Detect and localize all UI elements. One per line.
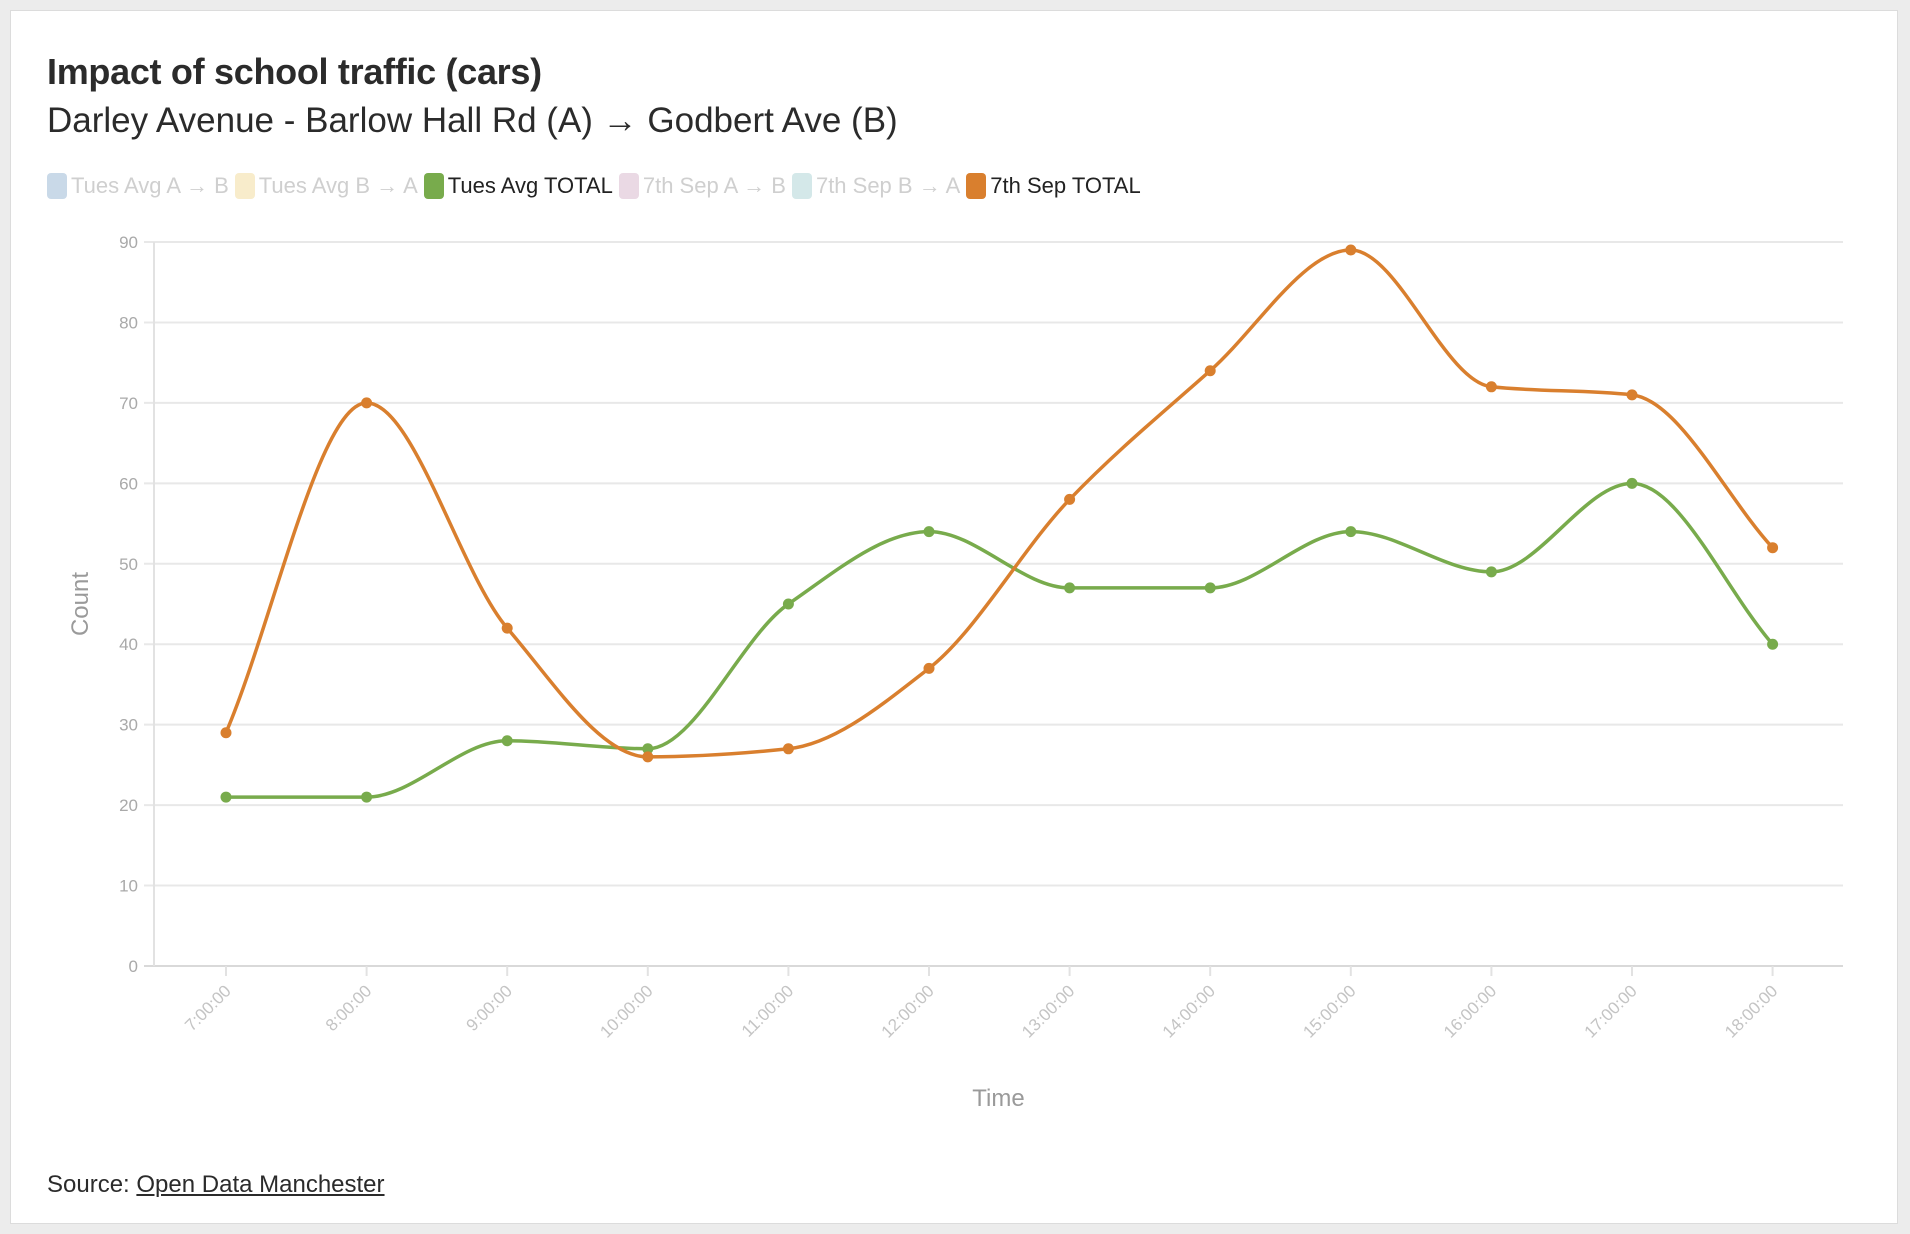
legend-item[interactable]: 7th Sep A → B [618,173,786,199]
series-line [226,481,1774,799]
y-tick-label: 80 [119,313,138,332]
x-axis-title: Time [972,1085,1024,1112]
y-axis-title: Count [67,572,94,636]
data-point [1204,365,1216,377]
data-point [220,791,232,803]
chart-title: Impact of school traffic (cars) [47,51,542,92]
x-tick-label: 14:00:00 [1159,981,1219,1041]
data-point [782,743,794,755]
data-point [1485,566,1497,578]
data-point [361,791,373,803]
legend-item[interactable]: 7th Sep TOTAL [966,173,1141,199]
data-point [1626,389,1638,401]
data-point [923,662,935,674]
source-prefix: Source: [47,1171,137,1198]
legend-swatch [47,173,67,199]
y-tick-label: 40 [119,635,138,654]
legend-item[interactable]: Tues Avg TOTAL [423,173,613,199]
y-tick-label: 0 [129,957,138,976]
x-tick-label: 15:00:00 [1299,981,1359,1041]
y-tick-label: 60 [119,474,138,493]
y-tick-label: 50 [119,555,138,574]
x-tick-label: 12:00:00 [878,981,938,1041]
legend-item[interactable]: 7th Sep B → A [791,173,961,199]
source-note: Source: Open Data Manchester [47,1171,385,1199]
x-tick-label: 11:00:00 [738,981,797,1040]
chart-subtitle: Darley Avenue - Barlow Hall Rd (A) → God… [47,101,898,140]
x-tick-label: 13:00:00 [1018,981,1078,1041]
legend-label: 7th Sep TOTAL [990,173,1141,198]
data-point [1767,638,1779,650]
data-point [1485,381,1497,393]
data-point [1626,477,1638,489]
legend-label: 7th Sep A → B [642,173,786,198]
y-tick-label: 20 [119,796,138,815]
y-tick-label: 70 [119,394,138,413]
data-point [1064,493,1076,505]
legend-item[interactable]: Tues Avg A → B [47,173,229,199]
legend-swatch [791,173,812,199]
x-tick-label: 17:00:00 [1581,981,1641,1041]
chart-card: Impact of school traffic (cars) Darley A… [10,10,1898,1224]
data-point [220,727,232,739]
legend-label: Tues Avg A → B [71,173,229,198]
y-tick-label: 30 [119,716,138,735]
legend-item[interactable]: Tues Avg B → A [234,173,418,199]
source-link[interactable]: Open Data Manchester [136,1171,385,1198]
data-point [501,622,513,634]
legend-swatch [966,173,987,199]
legend: Tues Avg A → B Tues Avg B → A Tues Avg TOT… [47,173,1147,199]
data-point [782,598,794,610]
data-point [923,526,935,538]
y-tick-label: 10 [119,877,138,896]
legend-swatch [618,173,639,199]
x-tick-label: 16:00:00 [1440,981,1500,1041]
legend-swatch [423,173,444,199]
legend-label: Tues Avg TOTAL [447,173,613,198]
x-tick-label: 8:00:00 [322,981,376,1035]
legend-label: 7th Sep B → A [815,173,961,198]
legend-swatch [234,173,255,199]
data-point [1345,526,1357,538]
data-point [361,397,373,409]
data-point [1767,542,1779,554]
data-point [642,743,654,755]
legend-label: Tues Avg B → A [258,173,418,198]
series-line [224,248,1774,759]
data-point [1204,582,1216,594]
data-point [642,751,654,763]
data-point [1345,244,1357,256]
data-point [501,735,513,747]
y-tick-label: 90 [119,233,138,252]
x-tick-label: 18:00:00 [1721,981,1781,1041]
x-tick-label: 9:00:00 [462,981,516,1035]
x-tick-label: 7:00:00 [181,981,235,1035]
data-point [1064,582,1076,594]
x-tick-label: 10:00:00 [596,981,656,1041]
